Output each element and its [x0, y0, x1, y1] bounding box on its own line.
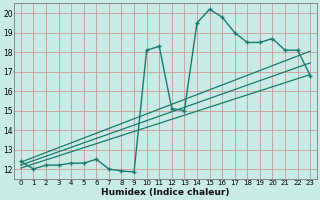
X-axis label: Humidex (Indice chaleur): Humidex (Indice chaleur) [101, 188, 230, 197]
